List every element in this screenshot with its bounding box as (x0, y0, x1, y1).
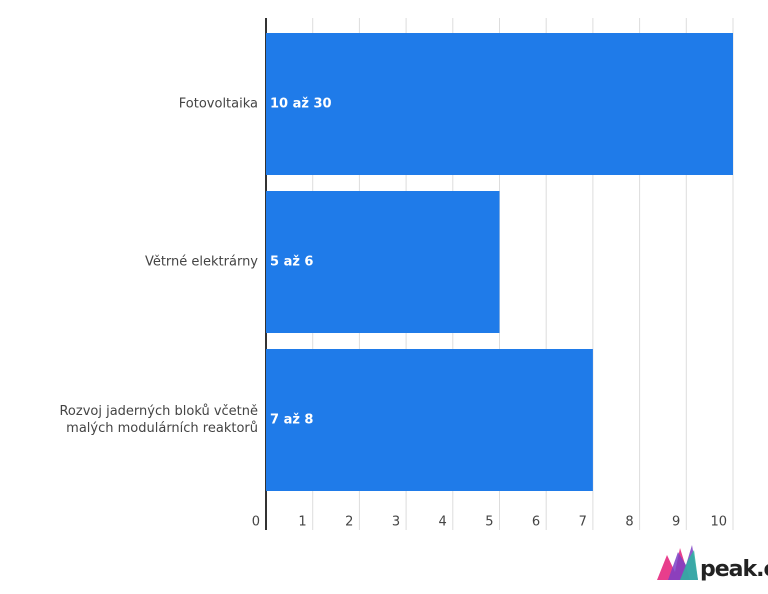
logo-mark (657, 545, 698, 580)
x-tick-label: 10 (710, 515, 727, 530)
category-label: Rozvoj jaderných bloků včetně malých mod… (59, 404, 258, 436)
x-tick-label: 5 (485, 515, 493, 530)
x-tick-label: 7 (579, 515, 587, 530)
x-tick-label: 4 (439, 515, 447, 530)
bar (266, 33, 733, 175)
category-label: Větrné elektrárny (144, 254, 258, 270)
bar (266, 191, 500, 333)
x-tick-label: 3 (392, 515, 400, 530)
value-label: 5 až 6 (270, 255, 313, 270)
logo-text: peak.cz (700, 557, 768, 582)
value-label: 7 až 8 (270, 413, 313, 428)
x-tick-label: 2 (345, 515, 353, 530)
value-label: 10 až 30 (270, 97, 332, 112)
x-tick-label: 0 (252, 515, 260, 530)
x-tick-label: 1 (298, 515, 306, 530)
category-label: Fotovoltaika (178, 96, 258, 112)
bar (266, 349, 593, 491)
x-tick-label: 6 (532, 515, 540, 530)
x-tick-label: 9 (672, 515, 680, 530)
x-tick-label: 8 (625, 515, 633, 530)
